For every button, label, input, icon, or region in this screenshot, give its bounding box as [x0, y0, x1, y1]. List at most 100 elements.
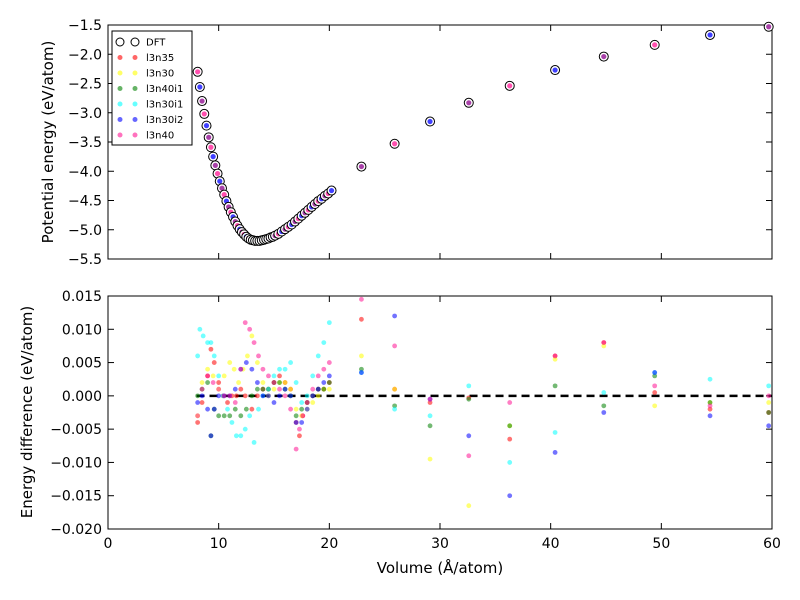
bottom-y-tick-label: −0.015 [50, 489, 102, 505]
series-point-l3n40 [427, 396, 433, 402]
series-point-l3n40 [507, 400, 513, 405]
model-point [208, 144, 214, 150]
series-point-l3n30i2 [205, 406, 211, 412]
series-point-l3n30i1 [208, 340, 214, 345]
energy-difference-panel: 0.015 0.010 0.005 0.000 −0.005 −0.010 −0.015 −0… [18, 289, 781, 577]
series-point-l3n40 [242, 320, 248, 326]
series-point-l3n40 [288, 406, 293, 412]
legend-marker [132, 55, 138, 60]
bottom-y-tick-label: −0.010 [50, 455, 102, 471]
legend-label: l3n30i2 [146, 115, 183, 126]
series-point-l3n40i1 [293, 413, 299, 419]
series-point-l3n30i2 [652, 370, 658, 375]
top-y-tick-label: −5.5 [68, 252, 102, 268]
series-point-l3n40 [652, 383, 658, 389]
model-point [466, 100, 472, 106]
series-point-l3n30i2 [211, 406, 217, 412]
series-point-l3n40 [221, 393, 227, 399]
series-point-l3n30 [231, 366, 237, 372]
series-point-l3n30i1 [293, 380, 299, 385]
bottom-x-tick-label: 40 [542, 536, 560, 552]
model-point [427, 118, 433, 125]
series-point-l3n30i2 [293, 420, 299, 425]
series-point-l3n30 [245, 353, 250, 359]
series-point-l3n40i1 [359, 366, 364, 372]
series-point-l3n30i1 [282, 366, 288, 372]
series-point-l3n30i2 [466, 433, 472, 439]
model-point [214, 170, 221, 177]
series-point-l3n35 [277, 373, 282, 379]
series-point-l3n30i2 [282, 386, 288, 392]
top-y-tick-label: −2.0 [68, 47, 102, 63]
series-point-l3n40i1 [766, 410, 772, 415]
series-point-l3n30 [199, 380, 205, 385]
top-y-tick-label: −2.5 [68, 77, 102, 93]
bottom-y-tick-label: 0.005 [62, 356, 102, 372]
legend-box [111, 30, 193, 146]
series-point-l3n30 [315, 393, 321, 399]
series-point-l3n35 [225, 400, 230, 405]
series-point-l3n40i1 [707, 400, 713, 405]
series-point-l3n30i1 [326, 320, 332, 326]
legend-marker [117, 86, 123, 91]
series-point-l3n40 [256, 353, 261, 359]
series-point-l3n40 [466, 453, 472, 459]
series-point-l3n30 [359, 353, 364, 359]
series-point-l3n40 [216, 386, 222, 392]
series-point-l3n30i1 [299, 400, 305, 405]
series-point-l3n40i1 [260, 386, 266, 392]
series-point-l3n40i1 [238, 413, 244, 419]
series-point-l3n35 [507, 436, 513, 442]
series-point-l3n30i1 [766, 383, 772, 389]
series-point-l3n40i1 [652, 373, 658, 379]
x-axis-label: Volume (Å/atom) [377, 558, 503, 577]
legend-marker [117, 70, 123, 76]
series-point-l3n40i1 [601, 403, 607, 409]
series-point-l3n30i2 [199, 393, 205, 399]
legend-marker [117, 132, 123, 138]
top-data-points [192, 21, 774, 246]
series-point-l3n30i1 [242, 426, 248, 432]
series-point-l3n40 [293, 446, 299, 452]
series-point-l3n30i1 [277, 366, 282, 372]
top-y-axis-label: Potential energy (eV/atom) [39, 41, 57, 244]
series-point-l3n30i1 [310, 373, 316, 379]
series-point-l3n30i2 [208, 433, 214, 439]
series-point-l3n35 [255, 393, 260, 399]
series-point-l3n40 [552, 353, 558, 359]
series-point-l3n40 [277, 386, 282, 392]
model-point [601, 53, 607, 60]
model-point [652, 42, 658, 48]
bottom-y-ticks: 0.015 0.010 0.005 0.000 −0.005 −0.010 −0.015 −0… [50, 289, 772, 538]
series-point-l3n30 [552, 356, 558, 362]
series-point-l3n30i2 [359, 370, 364, 375]
series-point-l3n30i2 [707, 413, 713, 419]
model-point [206, 134, 212, 140]
series-point-l3n40 [238, 366, 244, 372]
series-point-l3n30i2 [766, 423, 772, 429]
series-point-l3n30 [221, 373, 227, 379]
series-point-l3n30i2 [277, 393, 282, 399]
series-point-l3n40 [392, 343, 398, 349]
model-point [201, 111, 207, 117]
series-point-l3n30i1 [315, 353, 321, 359]
series-point-l3n30i2 [315, 386, 321, 392]
series-point-l3n40i1 [205, 380, 211, 385]
series-point-l3n40i1 [392, 403, 398, 409]
legend-marker [132, 117, 138, 122]
series-point-l3n35 [238, 386, 244, 392]
series-point-l3n35 [707, 406, 713, 412]
series-point-l3n40i1 [466, 396, 472, 402]
series-point-l3n35 [652, 390, 658, 395]
series-point-l3n40i1 [427, 423, 433, 429]
model-point [195, 69, 201, 75]
model-point [219, 185, 225, 191]
top-y-ticks: −1.5 −2.0 −2.5 −3.0 −3.5 −4.0 −4.5 −5.0 −5.5 [68, 18, 772, 268]
series-point-l3n30 [466, 503, 472, 509]
series-point-l3n30 [766, 400, 772, 405]
legend-label: l3n40i1 [146, 84, 183, 95]
series-point-l3n30 [310, 400, 316, 405]
legend-label: DFT [146, 38, 166, 49]
series-point-l3n35 [297, 433, 302, 439]
series-point-l3n40i1 [321, 386, 327, 392]
